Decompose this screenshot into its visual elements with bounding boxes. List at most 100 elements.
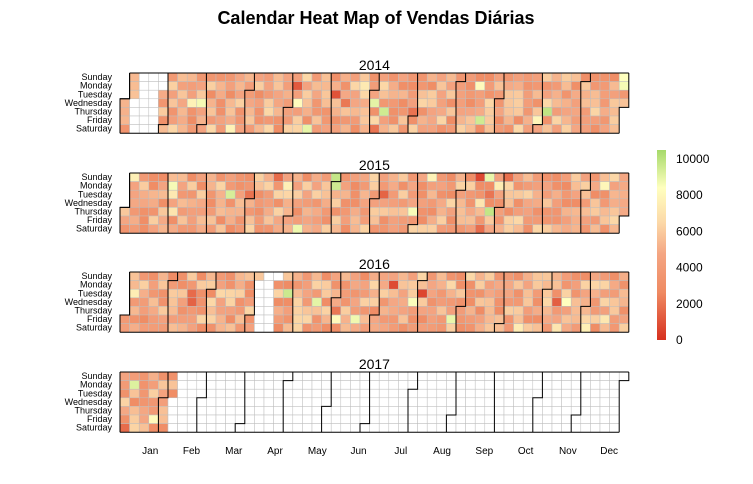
day-cell (321, 414, 332, 424)
month-label: Nov (559, 446, 577, 457)
day-cell (513, 81, 524, 91)
day-cell (263, 414, 274, 424)
day-cell (417, 189, 428, 200)
day-cell (398, 306, 409, 316)
day-cell (225, 189, 236, 200)
day-cell (129, 198, 140, 208)
day-cell (465, 306, 476, 316)
day-cell (474, 297, 486, 307)
day-cell (215, 323, 226, 333)
day-cell (551, 89, 562, 100)
day-cell (551, 181, 562, 191)
day-cell (359, 406, 370, 416)
day-cell (436, 198, 447, 208)
day-cell (436, 388, 447, 399)
day-cell (417, 224, 428, 234)
weekday-label: Saturday (76, 323, 113, 333)
day-cell (436, 81, 447, 91)
day-cell (340, 314, 351, 324)
day-cell (436, 297, 447, 307)
day-cell (177, 89, 188, 100)
day-cell (417, 124, 428, 134)
day-cell (215, 397, 226, 407)
day-cell (484, 198, 495, 208)
day-cell (273, 371, 284, 381)
day-cell (580, 107, 591, 117)
day-cell (407, 115, 418, 125)
day-cell (234, 172, 246, 182)
day-cell (254, 207, 265, 217)
day-cell (417, 198, 428, 208)
day-cell (570, 89, 582, 100)
day-cell (590, 207, 601, 217)
day-cell (570, 72, 582, 82)
day-cell (119, 414, 130, 424)
day-cell (551, 388, 562, 399)
day-cell (590, 414, 601, 424)
day-cell (609, 181, 620, 191)
day-cell (350, 388, 361, 399)
day-cell (494, 189, 505, 200)
day-cell (542, 297, 553, 307)
day-cell (302, 181, 313, 191)
day-cell (215, 207, 226, 217)
day-cell (484, 107, 495, 117)
day-cell (321, 107, 332, 117)
day-cells (119, 271, 630, 333)
day-cell (138, 81, 150, 91)
day-cell (263, 172, 274, 182)
day-cell (436, 207, 447, 217)
day-cell (455, 224, 466, 234)
day-cell (167, 306, 178, 316)
day-cell (225, 297, 236, 307)
day-cell (446, 388, 457, 399)
day-cell (292, 397, 303, 407)
day-cell (532, 189, 543, 200)
day-cell (167, 423, 178, 433)
day-cell (196, 314, 207, 324)
day-cell (551, 107, 562, 117)
day-cell (388, 306, 399, 316)
day-cell (599, 172, 610, 182)
day-cell (273, 215, 284, 225)
day-cell (407, 172, 418, 182)
day-cell (551, 414, 562, 424)
day-cell (138, 98, 150, 108)
month-border (359, 372, 371, 433)
day-cell (446, 271, 457, 281)
day-cell (378, 124, 390, 134)
day-cell (129, 98, 140, 108)
day-cell (580, 81, 591, 91)
month-border (580, 73, 591, 134)
day-cell (484, 388, 495, 399)
day-cell (426, 115, 438, 125)
day-cell (388, 297, 399, 307)
day-cell (513, 215, 524, 225)
day-cell (503, 271, 514, 281)
day-cell (167, 414, 178, 424)
day-cell (158, 371, 169, 381)
month-label: Aug (433, 446, 451, 457)
day-cell (359, 98, 370, 108)
day-cell (282, 72, 294, 82)
day-cell (138, 181, 150, 191)
day-cell (398, 72, 409, 82)
day-cell (138, 124, 150, 134)
month-border (196, 73, 207, 134)
day-cell (609, 224, 620, 234)
day-cell (542, 388, 553, 399)
day-cell (455, 172, 466, 182)
day-cell (580, 207, 591, 217)
day-cell (446, 224, 457, 234)
month-borders (119, 72, 630, 134)
day-cell (455, 89, 466, 100)
day-cell (532, 224, 543, 234)
day-cell (551, 115, 562, 125)
day-cell (618, 172, 630, 182)
month-border (330, 173, 342, 234)
day-cell (522, 89, 534, 100)
month-border (493, 173, 505, 234)
day-cell (580, 280, 591, 290)
month-border (407, 372, 419, 433)
day-cell (388, 371, 399, 381)
